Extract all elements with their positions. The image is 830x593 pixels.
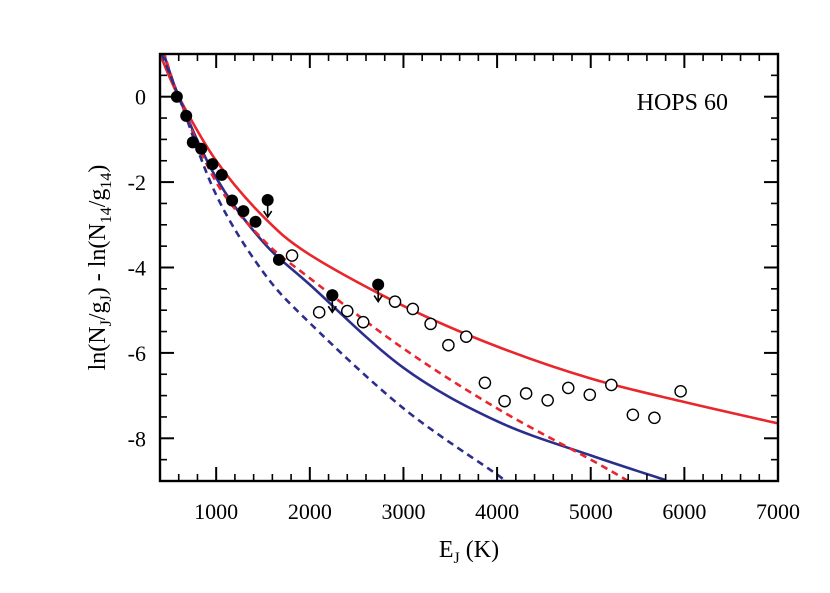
tick-layer: [159, 53, 779, 482]
data-point-open: [674, 385, 687, 398]
x-tick-label: 1000: [194, 499, 238, 524]
y-tick-label: -4: [128, 256, 146, 281]
y-axis-title-part: ): [85, 165, 111, 173]
data-point-open: [561, 381, 575, 395]
y-axis-title-sub: 14: [98, 207, 115, 223]
data-point-filled: [215, 168, 228, 181]
data-point-filled: [237, 205, 250, 218]
annotation-text: HOPS 60: [637, 90, 728, 116]
data-point-open: [605, 378, 618, 392]
data-point-open: [424, 317, 437, 331]
data-point-filled: [272, 253, 285, 266]
data-point-open: [388, 295, 402, 308]
x-tick-label: 2000: [288, 499, 332, 524]
y-tick-label: -6: [128, 341, 146, 366]
data-point-filled: [249, 215, 262, 228]
data-point-filled: [195, 142, 208, 155]
data-point-open: [285, 249, 299, 262]
y-tick-label: -8: [128, 426, 146, 451]
data-point-open: [648, 411, 661, 425]
x-tick-label: 3000: [381, 499, 425, 524]
x-axis-title-tail: (K): [460, 537, 499, 563]
y-axis-title-sub: J: [98, 320, 115, 326]
data-point-open: [583, 388, 597, 402]
series-layer: [160, 54, 778, 481]
data-point-open: [340, 304, 354, 318]
series-line-red-dashed: [163, 54, 629, 481]
y-axis-title-sub: 14: [98, 173, 115, 189]
data-point-open: [519, 387, 533, 400]
x-tick-label: 7000: [756, 499, 800, 524]
y-tick-label: 0: [135, 85, 146, 110]
y-axis-title-part: ln(N: [85, 326, 111, 370]
y-axis-title: ln(NJ/gJ) - ln(N14/g14): [85, 165, 115, 371]
data-point-open: [498, 394, 511, 408]
plot-frame: [158, 52, 780, 483]
data-point-filled: [206, 158, 219, 171]
data-point-open: [406, 302, 420, 316]
data-point-open: [478, 376, 492, 390]
data-point-open: [459, 330, 473, 343]
marker-layer: [170, 90, 687, 425]
series-line-red-solid: [160, 54, 778, 425]
data-point-filled: [170, 90, 183, 103]
data-point-filled: [180, 109, 193, 122]
x-tick-label: 5000: [569, 499, 613, 524]
x-axis-title-main: E: [439, 537, 454, 563]
x-tick-label: 6000: [662, 499, 706, 524]
y-axis-title-part: /g: [85, 189, 111, 208]
x-axis-title: EJ (K): [439, 537, 499, 567]
series-line-blue-dashed: [160, 54, 508, 481]
data-point-open: [541, 393, 554, 407]
y-tick-label: -2: [128, 170, 146, 195]
upper-limit-arrow-head: [373, 295, 383, 304]
data-point-open: [312, 306, 326, 319]
x-axis-title-sub: J: [454, 550, 460, 567]
data-point-open: [356, 315, 370, 329]
upper-limit-arrow-head: [327, 305, 337, 314]
label-layer: 1000 2000 3000 4000 5000 6000 7000 0 -2 -4 -6 -8: [128, 85, 800, 524]
data-point-filled: [226, 194, 239, 207]
data-point-open: [442, 338, 455, 352]
y-axis-title-sub: J: [98, 295, 115, 301]
x-tick-label: 4000: [475, 499, 519, 524]
y-axis-title-part: ) - ln(N: [85, 223, 111, 295]
y-axis-title-part: /g: [85, 301, 111, 320]
data-point-open: [626, 408, 640, 422]
upper-limit-arrow-head: [263, 210, 273, 219]
data-point-filled: [186, 136, 199, 149]
